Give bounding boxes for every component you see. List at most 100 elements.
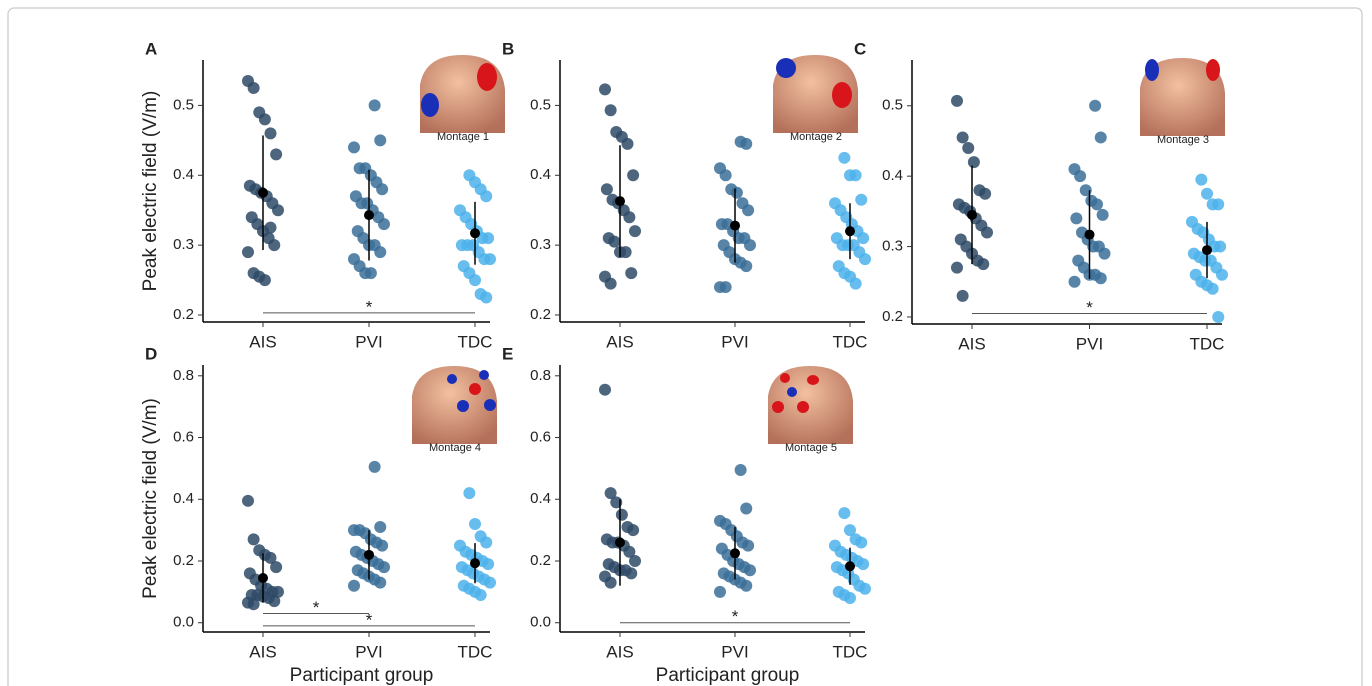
electrode xyxy=(780,373,790,383)
mean-point xyxy=(364,549,374,560)
x-tick-label: AIS xyxy=(606,642,633,661)
x-tick-label: PVI xyxy=(721,642,748,661)
data-point xyxy=(264,551,277,564)
mean-point xyxy=(845,226,855,237)
x-axis-label: Participant group xyxy=(290,665,434,686)
data-point xyxy=(270,561,283,574)
data-point xyxy=(951,94,963,107)
data-point xyxy=(744,239,756,252)
significance-label: * xyxy=(366,610,373,629)
panel-label: A xyxy=(145,39,157,58)
data-point xyxy=(1094,131,1107,144)
y-tick-label: 0.4 xyxy=(882,167,903,184)
data-point xyxy=(844,524,856,537)
x-tick-label: PVI xyxy=(721,332,748,351)
figure-frame xyxy=(7,7,1363,686)
data-point xyxy=(627,524,640,537)
data-point xyxy=(857,558,870,571)
data-point xyxy=(1089,99,1102,112)
electrode xyxy=(469,383,481,395)
data-point xyxy=(1098,247,1111,260)
x-tick-label: PVI xyxy=(1076,334,1103,353)
data-point xyxy=(838,151,851,164)
data-point xyxy=(247,533,260,546)
data-point xyxy=(608,235,621,248)
data-point xyxy=(604,277,617,290)
y-tick-label: 0.5 xyxy=(882,97,903,114)
data-point xyxy=(744,564,756,577)
data-point xyxy=(600,183,613,196)
data-point xyxy=(719,169,732,182)
x-tick-label: TDC xyxy=(1190,334,1225,353)
panel-label: E xyxy=(502,344,513,363)
mean-point xyxy=(258,187,268,198)
significance-label: * xyxy=(366,297,373,316)
data-point xyxy=(482,558,495,571)
data-point xyxy=(623,545,636,558)
electrode xyxy=(1206,59,1220,81)
x-axis-label: Participant group xyxy=(656,665,800,686)
data-point xyxy=(484,253,496,266)
data-point xyxy=(599,383,611,396)
data-point xyxy=(740,137,753,150)
data-point xyxy=(604,104,617,117)
y-tick-label: 0.4 xyxy=(530,490,551,507)
data-point xyxy=(364,267,377,280)
mean-point xyxy=(615,537,625,548)
panel: Montage 3 0.2 0.3 0.4 0.5 C AIS PVI TDC * xyxy=(854,39,1228,353)
data-point xyxy=(979,187,992,200)
data-point xyxy=(368,460,381,473)
data-point xyxy=(625,567,638,580)
data-point xyxy=(378,561,390,574)
mean-point xyxy=(615,196,625,207)
x-tick-label: TDC xyxy=(833,332,868,351)
y-tick-label: 0.6 xyxy=(173,429,194,446)
data-point xyxy=(1074,170,1087,183)
electrode xyxy=(484,399,496,411)
significance-label: * xyxy=(1086,298,1093,317)
data-point xyxy=(469,274,481,287)
significance-label: * xyxy=(732,607,739,626)
data-point xyxy=(1094,272,1107,285)
y-tick-label: 0.0 xyxy=(173,614,194,631)
electrode xyxy=(1145,59,1159,81)
mean-point xyxy=(258,572,268,583)
data-point xyxy=(268,239,281,252)
data-point xyxy=(1070,212,1083,225)
data-point xyxy=(374,521,387,534)
data-point xyxy=(849,169,862,182)
data-point xyxy=(268,595,281,608)
data-point xyxy=(627,169,640,182)
data-point xyxy=(469,517,481,530)
data-point xyxy=(374,246,387,259)
data-point xyxy=(740,579,753,592)
data-point xyxy=(348,579,360,592)
mean-point xyxy=(730,548,740,559)
data-point xyxy=(623,211,636,224)
data-point xyxy=(368,99,381,112)
data-point xyxy=(378,218,390,231)
y-tick-label: 0.2 xyxy=(530,552,551,569)
mean-point xyxy=(1084,229,1095,240)
data-point xyxy=(619,246,632,259)
data-point xyxy=(258,113,271,126)
data-point xyxy=(956,131,969,144)
data-point xyxy=(264,221,277,234)
data-point xyxy=(742,539,755,552)
panel-label: C xyxy=(854,39,866,58)
panel: Montage 1 0.2 0.3 0.4 0.5 A Peak electric fiel… xyxy=(140,39,505,351)
head-image xyxy=(773,55,858,133)
data-point xyxy=(849,277,862,290)
mean-point xyxy=(470,228,480,239)
data-point xyxy=(374,576,387,589)
data-point xyxy=(857,232,870,245)
electrode xyxy=(807,375,819,385)
data-point xyxy=(482,232,495,245)
data-point xyxy=(956,289,969,302)
data-point xyxy=(270,148,283,161)
data-point xyxy=(1212,310,1225,323)
data-point xyxy=(480,190,493,203)
data-point xyxy=(242,494,254,507)
data-point xyxy=(264,127,277,140)
x-tick-label: AIS xyxy=(249,332,276,351)
